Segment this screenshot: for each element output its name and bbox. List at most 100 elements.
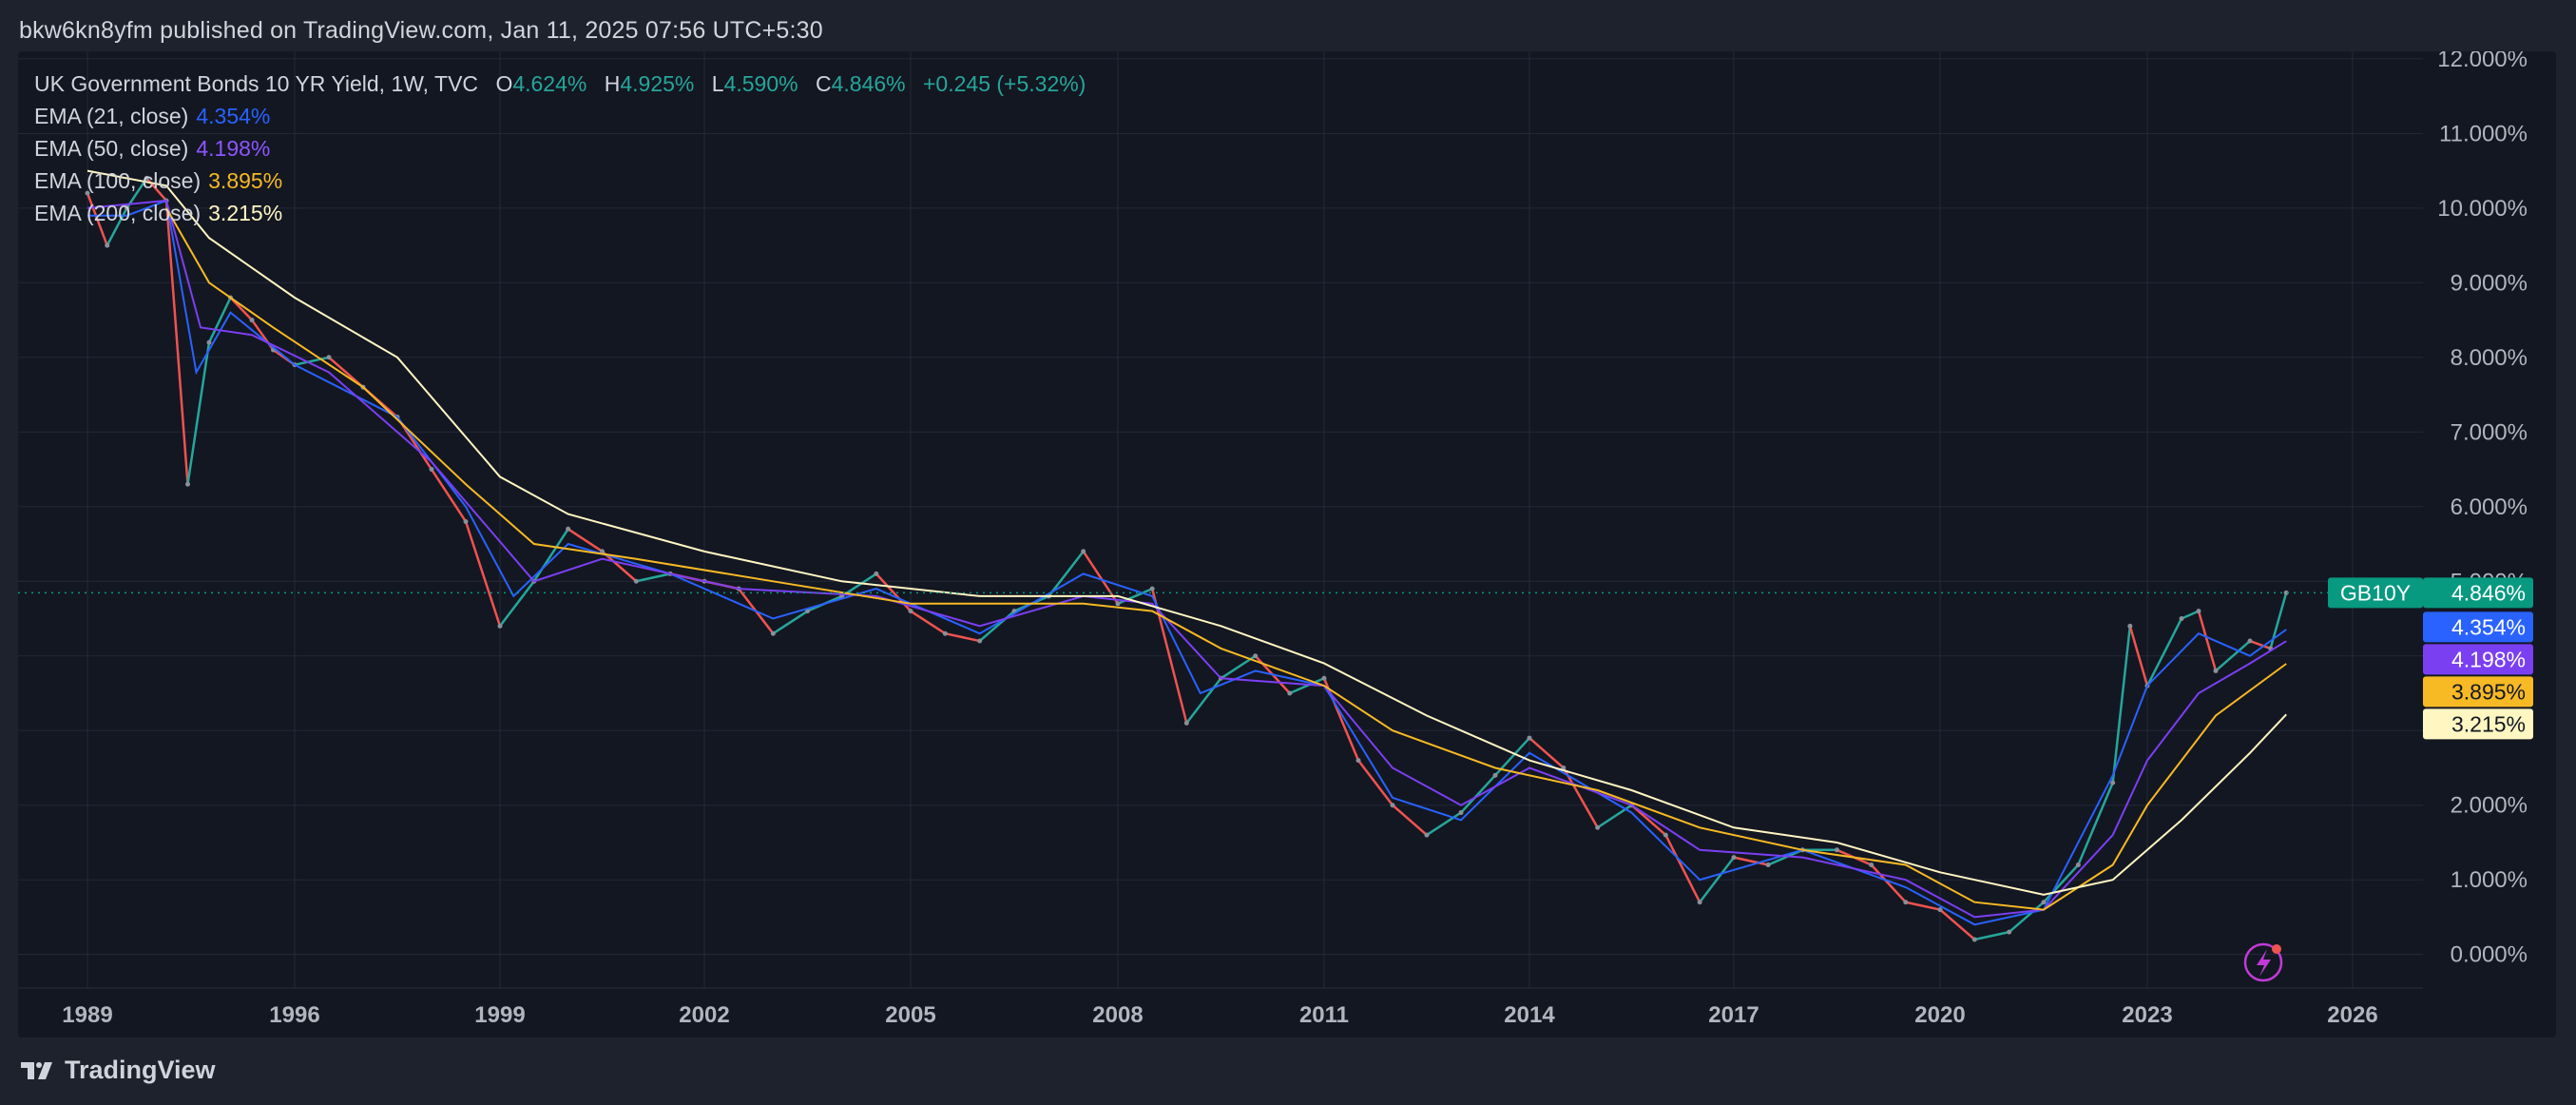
price-point: [2247, 638, 2253, 644]
price-point: [105, 242, 110, 248]
price-point: [1321, 675, 1327, 681]
price-segment: [328, 356, 364, 389]
price-segment: [294, 356, 330, 366]
price-segment: [2008, 901, 2045, 934]
price-segment: [1426, 811, 1462, 837]
ema-tag-3-box: [2423, 708, 2533, 740]
close-key: C: [815, 71, 832, 96]
ema21-value: 4.354%: [196, 104, 271, 128]
price-point: [633, 578, 639, 584]
price-segment: [567, 528, 604, 552]
price-segment: [945, 631, 980, 643]
price-segment: [1528, 737, 1565, 769]
ema-tag-0-box: [2423, 611, 2533, 643]
ema-tag-2-value: 3.895%: [2451, 679, 2526, 704]
price-segment: [1870, 863, 1907, 903]
x-tick-label: 1999: [474, 1002, 525, 1028]
price-point: [1424, 832, 1430, 838]
lightning-icon-bolt: [2257, 949, 2271, 977]
price-segment: [1939, 908, 1976, 940]
x-tick-label: 2014: [1504, 1002, 1555, 1028]
price-point: [942, 630, 948, 636]
price-point: [1253, 653, 1259, 659]
price-point: [1697, 900, 1702, 905]
price-segment: [532, 528, 569, 582]
price-point: [2196, 609, 2201, 614]
price-point: [1663, 832, 1668, 838]
y-tick-label: 10.000%: [2437, 196, 2528, 222]
price-segment: [464, 521, 502, 627]
ema50-legend[interactable]: EMA (50, close) 4.198%: [34, 136, 270, 162]
price-segment: [229, 297, 253, 321]
high-key: H: [604, 71, 621, 96]
price-segment: [1357, 759, 1394, 806]
price-point: [429, 467, 434, 473]
price-segment: [1699, 856, 1735, 903]
x-tick-label: 2017: [1708, 1002, 1759, 1028]
ema-line-4: [87, 169, 2287, 896]
open-value: 4.624%: [512, 71, 587, 96]
x-tick-label: 2023: [2122, 1002, 2172, 1028]
price-point: [85, 190, 90, 196]
price-point: [1492, 772, 1498, 778]
price-point: [1355, 758, 1361, 764]
lightning-icon[interactable]: [2243, 942, 2283, 982]
price-point: [206, 339, 212, 345]
price-point: [874, 571, 879, 576]
price-chart[interactable]: 0.000%1.000%2.000%3.000%4.000%5.000%6.00…: [18, 51, 2556, 1037]
price-point: [1765, 862, 1771, 867]
y-tick-label: 1.000%: [2451, 867, 2528, 893]
price-segment: [164, 200, 189, 485]
tradingview-logo[interactable]: TradingView: [19, 1056, 216, 1085]
price-point: [2213, 668, 2219, 673]
price-point: [326, 355, 332, 360]
price-segment: [1082, 551, 1120, 605]
price-point: [1081, 549, 1086, 554]
price-segment: [1289, 677, 1325, 695]
price-segment: [636, 572, 671, 583]
price-point: [185, 481, 190, 487]
price-segment: [1460, 774, 1496, 814]
price-segment: [1562, 766, 1599, 828]
ema100-legend[interactable]: EMA (100, close) 3.895%: [34, 168, 282, 194]
ema50-value: 4.198%: [196, 136, 271, 161]
price-point: [1835, 847, 1839, 853]
price-point: [1458, 810, 1464, 816]
ema21-legend[interactable]: EMA (21, close) 4.354%: [34, 104, 270, 129]
symbol-title: UK Government Bonds 10 YR Yield, 1W, TVC: [34, 71, 479, 96]
y-tick-label: 2.000%: [2451, 793, 2528, 819]
price-segment: [2249, 639, 2272, 650]
y-tick-label: 0.000%: [2451, 942, 2528, 968]
price-segment: [207, 297, 232, 343]
price-segment: [2111, 626, 2132, 784]
brand-name: TradingView: [65, 1056, 216, 1084]
ema200-legend[interactable]: EMA (200, close) 3.215%: [34, 201, 282, 226]
change-value: +0.245 (+5.32%): [923, 71, 1086, 96]
ema21-label: EMA (21, close): [34, 104, 189, 128]
price-segment: [499, 580, 535, 628]
y-tick-label: 7.000%: [2451, 419, 2528, 445]
price-point: [2110, 780, 2116, 785]
price-point: [1903, 900, 1909, 905]
ema-tag-2-box: [2423, 676, 2533, 708]
x-tick-label: 1989: [62, 1002, 112, 1028]
x-tick-label: 2008: [1092, 1002, 1143, 1028]
price-point: [2007, 929, 2012, 935]
price-point: [2127, 623, 2133, 629]
price-point: [2283, 590, 2289, 595]
price-segment: [2077, 782, 2114, 865]
chart-panel[interactable]: 0.000%1.000%2.000%3.000%4.000%5.000%6.00…: [18, 51, 2556, 1037]
price-point: [125, 205, 129, 211]
price-point: [1527, 735, 1532, 741]
ema100-value: 3.895%: [208, 168, 283, 193]
x-tick-label: 2002: [679, 1002, 729, 1028]
price-tag-symbol-box: [2328, 577, 2423, 609]
price-segment: [106, 207, 128, 246]
low-key: L: [711, 71, 724, 96]
x-tick-label: 2026: [2327, 1002, 2377, 1028]
y-tick-label: 12.000%: [2437, 51, 2528, 72]
low-value: 4.590%: [723, 71, 798, 96]
price-point: [1149, 586, 1155, 591]
ema-line-1: [87, 199, 2287, 926]
symbol-legend[interactable]: UK Government Bonds 10 YR Yield, 1W, TVC…: [34, 71, 1086, 97]
